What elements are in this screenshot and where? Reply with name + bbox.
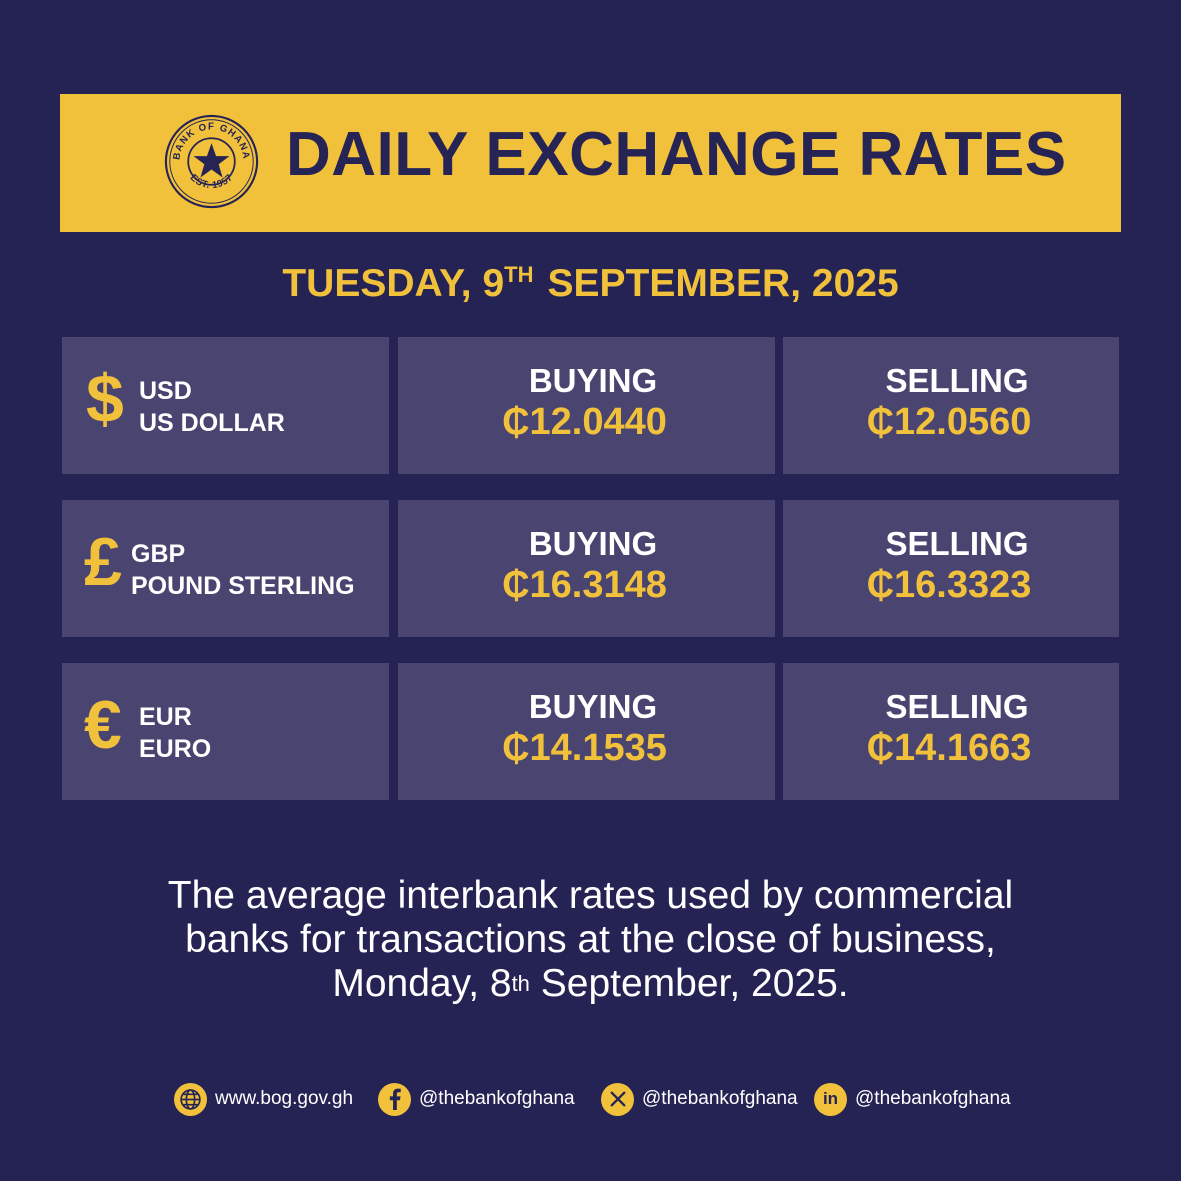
note-line-3-start: Monday, 8 [332, 962, 512, 1005]
selling-label: SELLING [885, 688, 1029, 725]
currency-label: USD US DOLLAR [139, 375, 285, 439]
buying-rate: ₵12.0440 [502, 401, 667, 443]
star-icon [193, 143, 230, 178]
facebook-icon [378, 1082, 411, 1116]
footer-x[interactable]: @thebankofghana [601, 1082, 798, 1116]
buying-cell-eur: BUYING ₵14.1535 [398, 663, 775, 800]
dollar-icon: $ [86, 361, 124, 437]
note-line-1: The average interbank rates used by comm… [167, 874, 1014, 917]
currency-label: GBP POUND STERLING [131, 538, 355, 602]
note-line-2: banks for transactions at the close of b… [185, 918, 996, 961]
svg-text:EST. 1957: EST. 1957 [188, 172, 236, 191]
selling-cell-gbp: SELLING ₵16.3323 [783, 500, 1119, 637]
currency-name: US DOLLAR [139, 409, 285, 437]
currency-code: USD [139, 377, 192, 405]
header-banner: BANK OF GHANA EST. 1957 DAILY EXCHANGE R… [60, 94, 1121, 232]
page-title: DAILY EXCHANGE RATES [286, 120, 1067, 189]
buying-label: BUYING [528, 525, 658, 562]
footer-linkedin[interactable]: in @thebankofghana [814, 1082, 1011, 1116]
date-month-year: SEPTEMBER, 2025 [547, 262, 899, 305]
rates-date: TUESDAY, 9TH SEPTEMBER, 2025 [0, 262, 1181, 305]
linkedin-handle[interactable]: @thebankofghana [855, 1088, 1011, 1109]
buying-cell-usd: BUYING ₵12.0440 [398, 337, 775, 474]
currency-name: POUND STERLING [131, 572, 355, 600]
currency-cell-usd: $ USD US DOLLAR [62, 337, 389, 474]
selling-label: SELLING [885, 525, 1029, 562]
note-line-3-end: September, 2025. [529, 962, 849, 1005]
currency-label: EUR EURO [139, 701, 211, 765]
buying-cell-gbp: BUYING ₵16.3148 [398, 500, 775, 637]
website-link[interactable]: www.bog.gov.gh [215, 1088, 354, 1109]
selling-rate: ₵14.1663 [866, 727, 1032, 769]
currency-cell-eur: € EUR EURO [62, 663, 389, 800]
footer-facebook[interactable]: @thebankofghana [378, 1082, 575, 1116]
bank-seal: BANK OF GHANA EST. 1957 [164, 114, 259, 209]
note-line-3-suffix: th [511, 971, 530, 996]
currency-cell-gbp: £ GBP POUND STERLING [62, 500, 389, 637]
x-handle[interactable]: @thebankofghana [642, 1088, 798, 1109]
euro-icon: € [84, 687, 122, 763]
facebook-handle[interactable]: @thebankofghana [419, 1088, 575, 1109]
rates-note: The average interbank rates used by comm… [0, 874, 1181, 1006]
seal-bottom-text: EST. 1957 [188, 172, 235, 191]
buying-label: BUYING [528, 362, 658, 399]
linkedin-icon: in [814, 1082, 847, 1116]
selling-cell-eur: SELLING ₵14.1663 [783, 663, 1119, 800]
date-weekday-day: TUESDAY, 9 [282, 262, 505, 305]
selling-rate: ₵16.3323 [866, 564, 1032, 606]
selling-label: SELLING [885, 362, 1029, 399]
note-line-3: Monday, 8th September, 2025. [0, 962, 1181, 1006]
buying-label: BUYING [528, 688, 658, 725]
currency-code: GBP [131, 540, 186, 568]
currency-name: EURO [139, 735, 212, 763]
currency-code: EUR [139, 703, 192, 731]
globe-icon [174, 1082, 207, 1116]
date-suffix: TH [504, 262, 534, 287]
buying-rate: ₵14.1535 [502, 727, 667, 769]
selling-rate: ₵12.0560 [866, 401, 1032, 443]
selling-cell-usd: SELLING ₵12.0560 [783, 337, 1119, 474]
pound-icon: £ [84, 524, 122, 600]
x-icon [601, 1082, 634, 1116]
buying-rate: ₵16.3148 [502, 564, 667, 606]
footer-website[interactable]: www.bog.gov.gh [174, 1082, 353, 1116]
